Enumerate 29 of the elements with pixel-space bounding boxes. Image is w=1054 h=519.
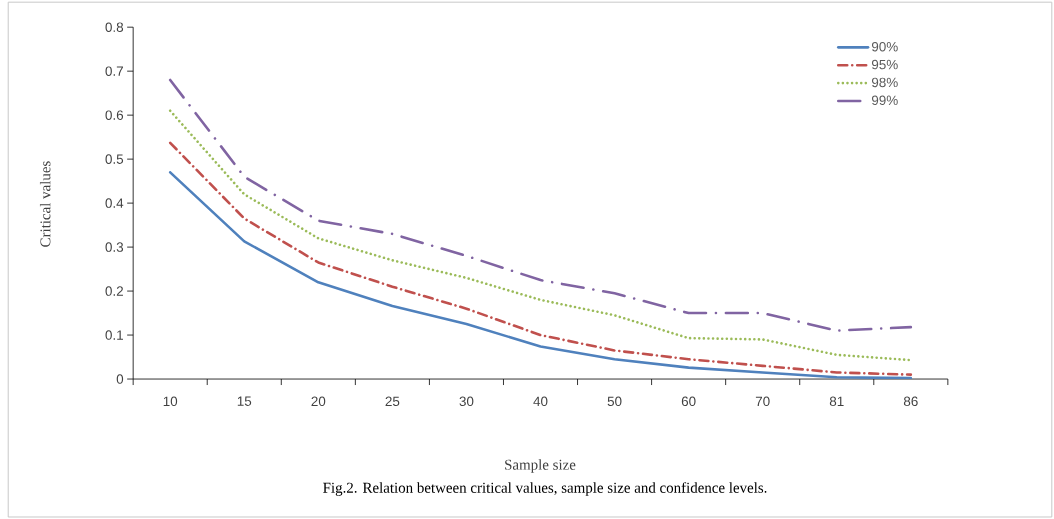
y-tick-label: 0.5 [105, 154, 124, 164]
y-tick-label: 0.4 [105, 198, 124, 208]
y-tick-label: 0.3 [105, 242, 124, 252]
x-tick-label: 25 [385, 396, 400, 406]
x-tick-label: 40 [533, 396, 548, 406]
x-tick-label: 60 [681, 396, 696, 406]
legend-label: 95% [871, 59, 898, 70]
legend-label: 98% [871, 77, 898, 88]
x-axis-title: Sample size [505, 459, 576, 473]
y-tick-label: 0.8 [105, 22, 124, 32]
x-tick-label: 30 [459, 396, 474, 406]
legend-label: 90% [871, 41, 898, 52]
y-axis-title: Critical values [39, 161, 51, 247]
x-tick-label: 50 [607, 396, 622, 406]
x-tick-label: 70 [755, 396, 770, 406]
legend-label: 99% [871, 95, 898, 105]
y-tick-label: 0.6 [105, 110, 124, 120]
caption: Fig.2. Relation between critical values, sample size and confidence levels. [323, 482, 767, 496]
y-tick-label: 0.7 [105, 66, 123, 76]
y-tick-label: 0.2 [105, 286, 123, 296]
line-series [168, 78, 913, 332]
x-tick-label: 81 [829, 396, 844, 406]
x-tick-label: 20 [311, 396, 326, 406]
line-series [168, 109, 913, 362]
y-tick-label: 0.1 [105, 330, 123, 340]
y-tick-label: 0 [116, 374, 124, 384]
x-tick-label: 15 [237, 396, 252, 406]
x-tick-label: 10 [163, 396, 178, 406]
x-tick-label: 86 [903, 396, 918, 406]
